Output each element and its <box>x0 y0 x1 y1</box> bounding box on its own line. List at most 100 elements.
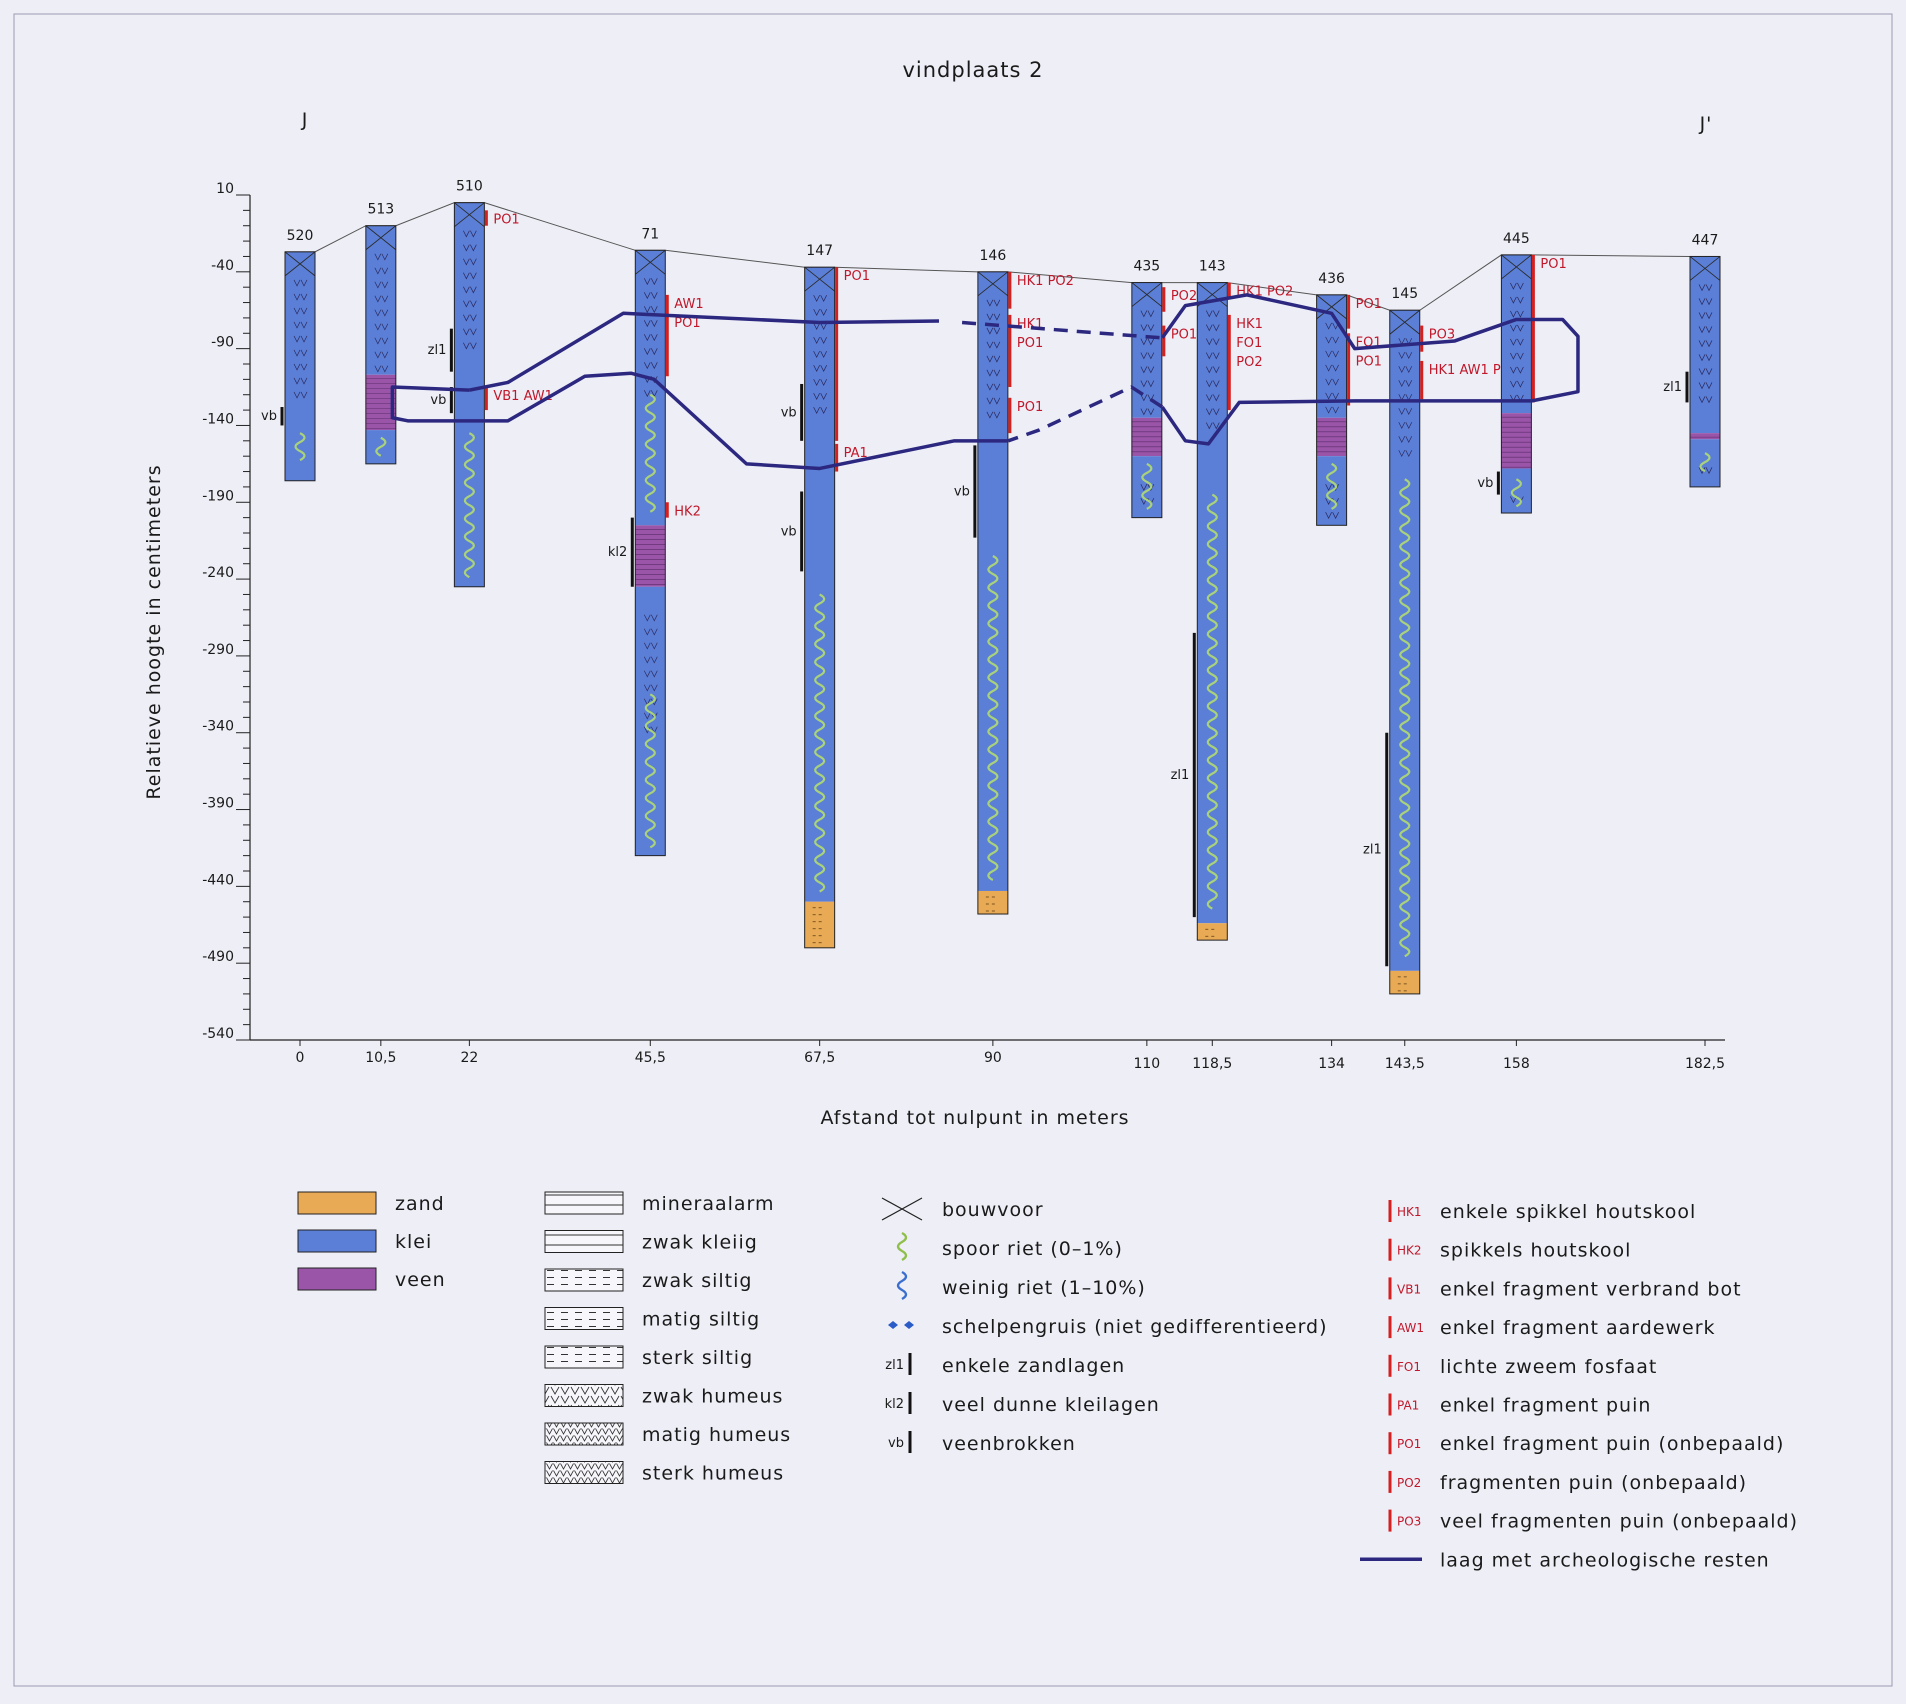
side-marker-label: vb <box>261 409 277 424</box>
side-marker-label: zl1 <box>1663 380 1682 395</box>
legend-code-veenbrokken: vb <box>888 1436 904 1451</box>
humeus-mark <box>1140 380 1155 388</box>
find-label: PO1 <box>1171 328 1197 343</box>
humeus-mark <box>1510 366 1524 374</box>
boring-id-label: 146 <box>980 248 1007 264</box>
boring-outline <box>634 249 666 857</box>
boring-outline <box>365 225 397 465</box>
humeus-mark <box>1205 324 1220 332</box>
reed-symbol-icon <box>814 593 826 893</box>
y-tick-label: -390 <box>202 796 234 812</box>
layer-veen <box>635 525 666 587</box>
bouwvoor-cross-icon <box>635 249 666 275</box>
boring-435: 435 PO2 PO1 <box>1131 259 1197 519</box>
bouwvoor-cross-icon <box>1501 254 1532 280</box>
legend-code-kleilagen: kl2 <box>885 1397 904 1412</box>
humeus-mark <box>374 309 389 317</box>
x-tick-label: 134 <box>1318 1056 1345 1072</box>
humeus-mark <box>643 334 658 342</box>
boring-outline <box>1689 255 1721 488</box>
humeus-mark <box>293 293 308 301</box>
legend: zand klei veen mineraalarm zwak kleiig zwak s… <box>297 1191 1798 1571</box>
legend-find-label-vb1: enkel fragment verbrand bot <box>1440 1278 1742 1300</box>
legend-label-sterk_humeus: sterk humeus <box>642 1463 784 1485</box>
layer-klei <box>1501 254 1532 414</box>
humeus-mark <box>643 292 658 300</box>
archaeological-layer-outline <box>390 293 1580 471</box>
surface-line <box>285 202 1720 311</box>
x-tick-label: 67,5 <box>804 1050 835 1066</box>
boring-id-label: 445 <box>1503 231 1530 247</box>
humeus-mark <box>643 320 658 328</box>
legend-find-code-hk2: HK2 <box>1397 1244 1422 1258</box>
humeus-mark <box>463 258 477 266</box>
humeus-mark <box>1698 326 1713 334</box>
reed-symbol-icon <box>1206 493 1218 910</box>
legend-label-zwak_humeus: zwak humeus <box>642 1386 783 1408</box>
layer-klei <box>285 251 315 481</box>
find-label: PO1 <box>1356 354 1382 369</box>
legend-find-label-po3: veel fragmenten puin (onbepaald) <box>1440 1511 1798 1533</box>
legend-label-sterk_siltig: sterk siltig <box>642 1347 753 1369</box>
reed-symbol-icon <box>1510 478 1522 508</box>
legend-find-label-hk2: spikkels houtskool <box>1440 1240 1631 1262</box>
boring-id-label: 71 <box>641 226 659 242</box>
reed-symbol-icon <box>1141 462 1153 510</box>
legend-label-veenbrokken: veenbrokken <box>942 1433 1076 1455</box>
humeus-mark <box>1398 436 1413 444</box>
humeus-mark <box>293 307 308 315</box>
y-tick-label: -40 <box>211 258 234 274</box>
layer-veen <box>1690 433 1720 440</box>
legend-find-label-hk1: enkele spikkel houtskool <box>1440 1201 1696 1223</box>
humeus-mark <box>1325 406 1339 414</box>
legend-label-zwak_siltig: zwak siltig <box>642 1270 752 1292</box>
humeus-mark <box>1205 394 1220 402</box>
find-label: PA1 <box>844 446 868 461</box>
layer-klei <box>977 271 1008 891</box>
legend-find-label-aw1: enkel fragment aardewerk <box>1440 1317 1716 1339</box>
humeus-mark <box>1398 380 1413 388</box>
humeus-mark <box>1698 298 1713 306</box>
humeus-mark <box>813 323 827 330</box>
humeus-mark <box>813 365 827 372</box>
humeus-mark <box>1510 282 1524 290</box>
humeus-mark <box>1140 352 1155 360</box>
bouwvoor-cross-icon <box>804 266 835 292</box>
humeus-mark <box>643 628 658 636</box>
humeus-mark <box>1698 467 1713 475</box>
legend-label-schelpengruis: schelpengruis (niet gedifferentieerd) <box>942 1316 1328 1338</box>
legend-texture-zwak_kleiig <box>544 1230 624 1253</box>
humeus-mark <box>1325 484 1339 491</box>
humeus-mark <box>1510 338 1524 346</box>
humeus-mark <box>1398 352 1413 360</box>
y-tick-label: -340 <box>202 719 234 735</box>
legend-label-bouwvoor: bouwvoor <box>942 1199 1044 1221</box>
humeus-mark <box>1510 380 1524 388</box>
humeus-mark <box>1325 512 1339 519</box>
find-label: HK1 <box>1236 317 1263 332</box>
find-label: PO1 <box>844 269 870 284</box>
humeus-mark <box>1698 396 1713 404</box>
boring-outline <box>804 266 836 949</box>
humeus-mark <box>1205 310 1220 318</box>
layer-klei <box>1131 456 1162 518</box>
humeus-mark <box>463 300 477 308</box>
humeus-mark <box>643 306 658 314</box>
x-tick-label: 158 <box>1503 1056 1530 1072</box>
legend-texture-sterk_humeus <box>544 1461 624 1484</box>
x-tick-label: 45,5 <box>635 1050 666 1066</box>
layer-veen <box>1501 413 1532 469</box>
legend-texture-zwak_siltig <box>544 1268 624 1292</box>
bouwvoor-cross-icon <box>1389 309 1421 335</box>
find-label: PO1 <box>1017 336 1043 351</box>
boring-513: 513 <box>365 202 397 465</box>
humeus-mark <box>1325 378 1339 386</box>
find-label: VB1 AW1 <box>493 389 553 404</box>
legend-find-label-fo1: lichte zweem fosfaat <box>1440 1356 1657 1378</box>
humeus-mark <box>1325 392 1339 400</box>
boring-id-label: 436 <box>1318 271 1345 287</box>
humeus-mark <box>1140 310 1155 318</box>
reed-symbol-icon <box>644 693 656 849</box>
